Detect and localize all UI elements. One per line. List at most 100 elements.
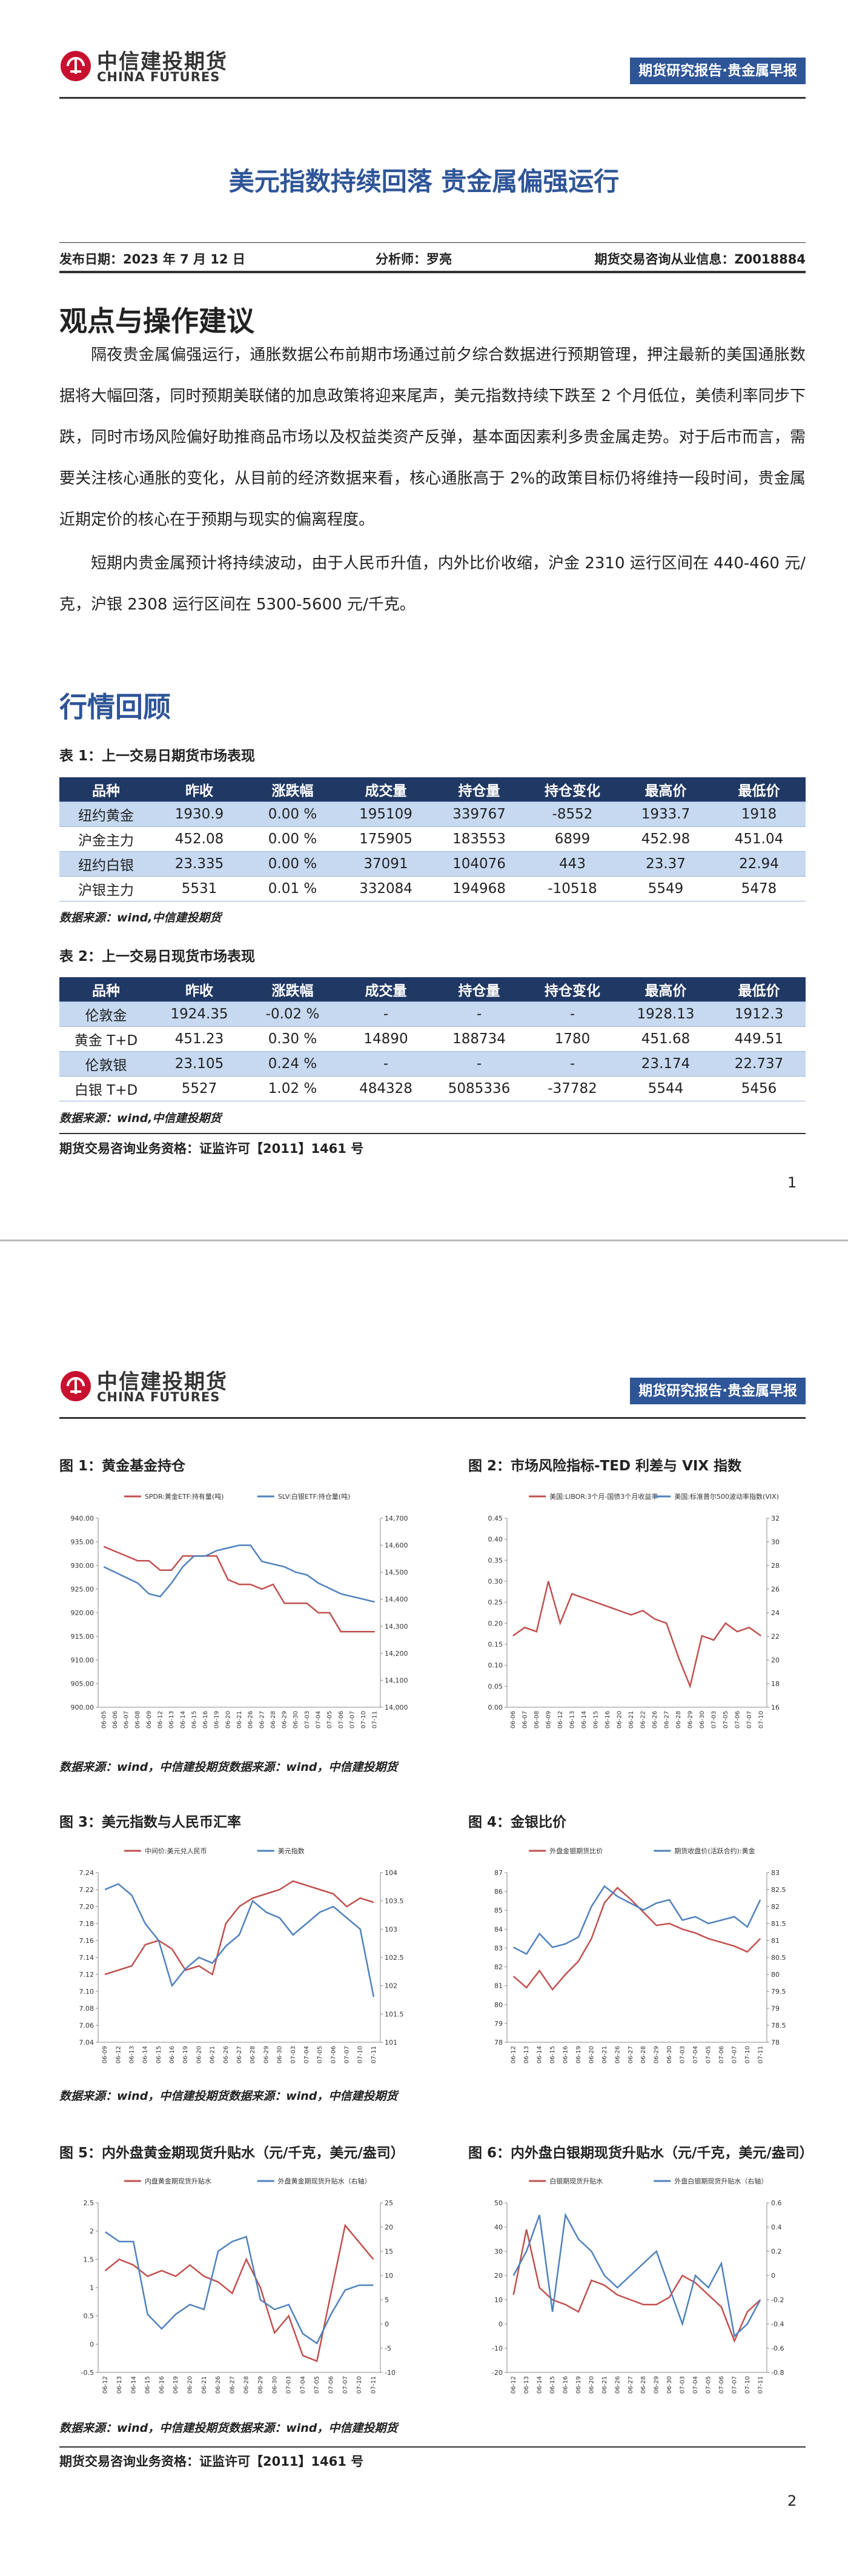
y2-tick-label: 14,300 xyxy=(385,1622,408,1630)
x-tick-label: 07-04 xyxy=(303,2046,310,2063)
y2-tick-label: 14,200 xyxy=(385,1650,408,1658)
x-tick-label: 06-27 xyxy=(628,2046,634,2063)
x-tick-label: 07-03 xyxy=(711,1711,717,1728)
chart-caption: 图 1：黄金基金持仓 xyxy=(59,1458,186,1474)
table-row: 沪银主力 5531 0.01 % 332084 194968 -10518 5549 5478 xyxy=(59,876,806,901)
x-tick-label: 06-29 xyxy=(263,2046,270,2063)
chart: 7.04 7.06 7.08 7.10 7.12 7.14 7.16 7.18 7.20 7.22… xyxy=(79,1847,404,2063)
series-line xyxy=(103,1545,375,1633)
y2-tick-label: 80 xyxy=(771,1971,780,1979)
y-tick-label: 2 xyxy=(90,2228,94,2236)
license: 期货交易咨询从业信息：Z0018884 xyxy=(594,252,806,267)
x-tick-label: 06-29 xyxy=(257,2376,264,2394)
x-tick-label: 06-20 xyxy=(187,2376,193,2394)
info-rule xyxy=(59,242,806,243)
x-tick-label: 06-19 xyxy=(182,2046,189,2063)
y2-tick-label: 80.5 xyxy=(771,1954,786,1962)
header-rule xyxy=(59,97,806,99)
table-cell: - xyxy=(339,1001,432,1027)
y-tick-label: 0.5 xyxy=(84,2312,94,2320)
table-cell: 0.00 % xyxy=(246,826,339,852)
x-tick-label: 06-15 xyxy=(592,1711,599,1728)
y-tick-label: 935.00 xyxy=(71,1538,94,1546)
x-tick-label: 07-07 xyxy=(746,1711,753,1728)
table-cell: 1.02 % xyxy=(246,1076,339,1101)
x-tick-label: 07-04 xyxy=(692,2046,699,2063)
x-tick-label: 07-05 xyxy=(317,2046,323,2063)
y-tick-label: 0 xyxy=(90,2340,94,2348)
x-tick-label: 07-05 xyxy=(705,2046,712,2063)
x-tick-label: 06-13 xyxy=(569,1711,575,1728)
y-tick-label: 0.10 xyxy=(488,1662,503,1670)
x-tick-label: 06-16 xyxy=(202,1711,209,1728)
x-tick-label: 06-14 xyxy=(537,2046,543,2063)
series-line xyxy=(512,2213,761,2338)
y-tick-label: 7.22 xyxy=(79,1886,94,1894)
footer-rule xyxy=(59,2446,806,2448)
table-cell: 5531 xyxy=(153,876,246,901)
y2-tick-label: 83 xyxy=(771,1869,780,1877)
logo-icon xyxy=(61,51,91,81)
table-cell: -0.02 % xyxy=(246,1001,339,1027)
table-row: 黄金 T+D 451.23 0.30 % 14890 188734 1780 451.68 4… xyxy=(59,1026,806,1052)
x-tick-label: 07-03 xyxy=(680,2376,686,2394)
table-cell: 23.335 xyxy=(153,851,246,877)
table-cell: 175905 xyxy=(339,826,432,852)
x-tick-label: 06-15 xyxy=(549,2376,556,2394)
chart-source: 数据来源：wind，中信建投期货数据来源：wind，中信建投期货 xyxy=(59,1761,398,1774)
section-heading: 行情回顾 xyxy=(59,691,171,723)
x-tick-label: 06-16 xyxy=(169,2046,176,2063)
header-cell: 昨收 xyxy=(153,977,246,1002)
y2-tick-label: 0.4 xyxy=(771,2223,782,2231)
x-tick-label: 06-27 xyxy=(628,2376,634,2394)
y-tick-label: 0.25 xyxy=(488,1599,503,1607)
x-tick-label: 06-20 xyxy=(196,2046,202,2063)
y-tick-label: 79 xyxy=(494,2020,503,2028)
table-cell: 188734 xyxy=(432,1026,526,1052)
x-tick-label: 06-19 xyxy=(575,2376,582,2394)
y2-tick-label: 103 xyxy=(385,1925,397,1933)
table-cell: 449.51 xyxy=(712,1026,806,1052)
y2-tick-label: -0.8 xyxy=(771,2369,784,2377)
legend-label: 外盘白银期现货升贴水（右轴） xyxy=(674,2177,767,2185)
x-tick-label: 06-08 xyxy=(134,1711,141,1728)
legend-label: SPDR:黄金ETF:持有量(吨) xyxy=(145,1492,224,1501)
x-tick-label: 06-12 xyxy=(157,1711,164,1728)
y-tick-label: 7.04 xyxy=(79,2039,94,2047)
table-cell: 1918 xyxy=(712,802,806,827)
header-cell: 涨跌幅 xyxy=(246,977,339,1002)
report-tag: 期货研究报告·贵金属早报 xyxy=(630,1378,806,1404)
table-header-row: 品种 昨收 涨跌幅 成交量 持仓量 持仓变化 最高价 最低价 xyxy=(59,777,806,802)
table-cell: 194968 xyxy=(432,876,526,901)
x-tick-label: 06-07 xyxy=(124,1711,130,1728)
series-line xyxy=(104,1880,374,1976)
x-tick-label: 06-28 xyxy=(250,2046,256,2063)
body-text: 隔夜贵金属偏强运行，通胀数据公布前期市场通过前夕综合数据进行预期管理，押注最新的… xyxy=(0,334,806,625)
header-cell: 最高价 xyxy=(619,977,712,1002)
y-tick-label: 0.35 xyxy=(488,1556,503,1564)
table-cell: 339767 xyxy=(432,802,526,827)
y2-tick-label: 14,400 xyxy=(385,1596,408,1604)
x-tick-label: 06-27 xyxy=(229,2376,236,2394)
x-tick-label: 07-04 xyxy=(300,2376,306,2394)
page-break xyxy=(0,1240,848,1241)
y2-tick-label: 25 xyxy=(385,2199,393,2207)
table-cell: 104076 xyxy=(432,851,526,877)
x-tick-label: 06-09 xyxy=(102,2046,108,2063)
x-tick-label: 06-14 xyxy=(180,1711,187,1728)
chart: 78 79 80 81 82 83 84 85 86 87 78 78.5 79 79.5 80 80.5 81… xyxy=(494,1847,786,2063)
x-tick-label: 06-29 xyxy=(282,1711,288,1728)
y-tick-label: 83 xyxy=(494,1944,503,1952)
y-tick-label: 7.20 xyxy=(79,1903,94,1911)
y2-tick-label: 82.5 xyxy=(771,1886,786,1894)
x-tick-label: 06-12 xyxy=(102,2376,109,2394)
table-cell: 纽约黄金 xyxy=(59,802,153,827)
y2-tick-label: 81 xyxy=(771,1937,780,1945)
logo-english: CHINA FUTURES xyxy=(97,70,220,84)
y-tick-label: 50 xyxy=(494,2199,503,2207)
x-tick-label: 06-15 xyxy=(145,2376,151,2394)
x-tick-label: 06-20 xyxy=(588,2376,595,2394)
y2-tick-label: 14,600 xyxy=(385,1542,408,1550)
table-cell: 1924.35 xyxy=(153,1001,246,1027)
